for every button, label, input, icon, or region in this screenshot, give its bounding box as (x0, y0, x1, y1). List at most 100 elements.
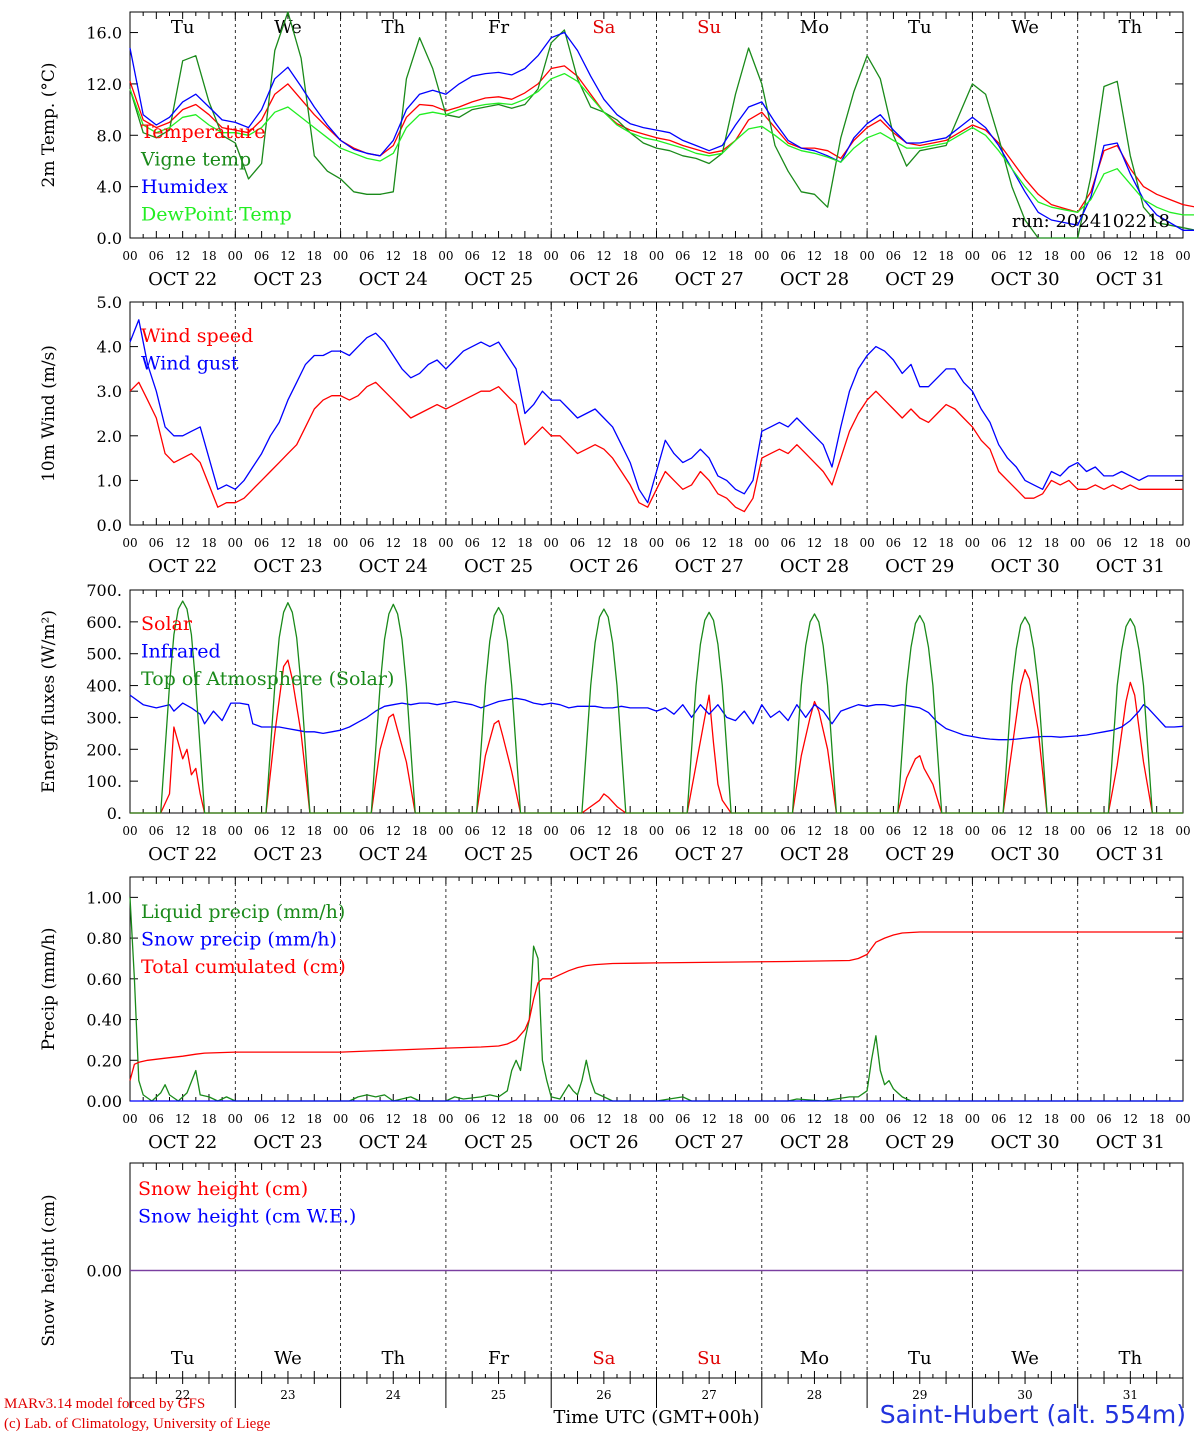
legend-entry: Snow height (cm) (138, 1178, 308, 1200)
hour-tick-label: 12 (912, 249, 927, 263)
hour-tick-label: 18 (1149, 1112, 1164, 1126)
date-label: OCT 28 (780, 269, 849, 290)
hour-tick-label: 00 (859, 824, 874, 838)
date-label: OCT 29 (885, 556, 954, 577)
hour-tick-label: 12 (1123, 536, 1138, 550)
hour-tick-label: 18 (307, 824, 322, 838)
hour-tick-label: 12 (491, 824, 506, 838)
date-label: OCT 23 (253, 844, 322, 865)
hour-tick-label: 00 (333, 249, 348, 263)
plot-frame (129, 301, 1184, 526)
hour-tick-label: 06 (991, 1112, 1006, 1126)
date-label: OCT 29 (885, 844, 954, 865)
hour-tick-label: 00 (1070, 536, 1085, 550)
date-label: OCT 24 (359, 556, 428, 577)
weekday-label: Th (381, 17, 405, 38)
hour-tick-label: 18 (728, 249, 743, 263)
hour-tick-label: 00 (438, 824, 453, 838)
hour-tick-label: 18 (201, 1112, 216, 1126)
hour-tick-label: 06 (254, 536, 269, 550)
weekday-label: Sa (592, 1348, 615, 1369)
weekday-label: Fr (488, 1348, 509, 1369)
weekday-label: We (274, 17, 302, 38)
hour-tick-label: 18 (1044, 1112, 1059, 1126)
hour-tick-label: 12 (912, 536, 927, 550)
hour-tick-label: 00 (1175, 249, 1190, 263)
series-line (129, 319, 1183, 504)
hour-tick-label: 12 (807, 824, 822, 838)
y-tick-label: 0.0 (97, 516, 122, 535)
weekday-label: Th (381, 1348, 405, 1369)
hour-tick-label: 06 (780, 824, 795, 838)
hour-tick-label: 12 (386, 824, 401, 838)
hour-tick-label: 06 (886, 536, 901, 550)
hour-tick-label: 18 (1044, 249, 1059, 263)
weekday-label: Mo (800, 17, 829, 38)
hour-tick-label: 06 (1096, 1112, 1111, 1126)
panel-1: 0.0 4.0 8.0 12.0 16.0 2m Temp. (°C) 00 06 12 18 00… (39, 11, 1194, 290)
legend-entry: Top of Atmosphere (Solar) (141, 668, 394, 690)
hour-tick-label: 18 (307, 1112, 322, 1126)
date-label: OCT 30 (990, 269, 1059, 290)
date-label: OCT 31 (1096, 269, 1165, 290)
hour-tick-label: 18 (1044, 536, 1059, 550)
date-label: OCT 28 (780, 844, 849, 865)
hour-tick-label: 06 (570, 824, 585, 838)
hour-tick-label: 18 (623, 249, 638, 263)
hour-tick-label: 18 (623, 536, 638, 550)
date-label: OCT 30 (990, 844, 1059, 865)
hour-tick-label: 06 (254, 249, 269, 263)
y-tick-label: 200. (86, 740, 122, 759)
hour-tick-label: 12 (912, 1112, 927, 1126)
y-tick-label: 4.0 (97, 178, 122, 197)
hour-tick-label: 06 (359, 249, 374, 263)
hour-tick-label: 18 (517, 1112, 532, 1126)
date-label: OCT 24 (359, 1132, 428, 1153)
hour-tick-label: 00 (122, 536, 137, 550)
hour-tick-label: 00 (122, 824, 137, 838)
hour-tick-label: 00 (438, 249, 453, 263)
date-label: OCT 26 (569, 844, 638, 865)
weekday-label: Fr (488, 17, 509, 38)
y-tick-label: 400. (86, 677, 122, 696)
series-line (129, 72, 1194, 216)
series-line (129, 11, 1194, 239)
hour-tick-label: 12 (596, 824, 611, 838)
hour-tick-label: 12 (807, 536, 822, 550)
weekday-label: Su (697, 1348, 721, 1369)
legend-entry: Temperature (141, 121, 265, 143)
panel-3: 0. 100. 200. 300. 400. 500. 600. 700. Energy flu… (39, 581, 1191, 865)
y-axis-title: Energy fluxes (W/m²) (39, 610, 59, 793)
hour-tick-label: 06 (465, 1112, 480, 1126)
weekday-label: Tu (171, 17, 195, 38)
hour-tick-label: 06 (675, 249, 690, 263)
hour-tick-label: 06 (675, 1112, 690, 1126)
date-label: OCT 31 (1096, 1132, 1165, 1153)
hour-tick-label: 06 (780, 536, 795, 550)
legend-entry: Wind speed (141, 325, 253, 347)
hour-tick-label: 12 (1123, 249, 1138, 263)
series-line (129, 897, 1183, 1102)
hour-tick-label: 00 (754, 824, 769, 838)
date-label: OCT 27 (675, 269, 744, 290)
date-label: OCT 31 (1096, 844, 1165, 865)
hour-tick-label: 06 (780, 1112, 795, 1126)
date-label: OCT 30 (990, 556, 1059, 577)
hour-tick-label: 12 (175, 1112, 190, 1126)
hour-tick-label: 06 (1096, 536, 1111, 550)
y-tick-label: 0.60 (86, 970, 122, 989)
hour-tick-label: 06 (991, 824, 1006, 838)
y-axis-title: Precip (mm/h) (39, 927, 59, 1050)
series-line (129, 381, 1183, 513)
weekday-label: Tu (908, 1348, 932, 1369)
hour-tick-label: 12 (702, 1112, 717, 1126)
run-label: run: 2024102218 (1012, 211, 1170, 232)
day-number: 31 (1123, 1388, 1138, 1402)
hour-tick-label: 00 (754, 536, 769, 550)
hour-tick-label: 18 (833, 824, 848, 838)
hour-tick-label: 06 (886, 1112, 901, 1126)
legend-entry: Infrared (141, 641, 221, 663)
hour-tick-label: 12 (280, 249, 295, 263)
hour-tick-label: 18 (1149, 536, 1164, 550)
hour-tick-label: 18 (728, 1112, 743, 1126)
